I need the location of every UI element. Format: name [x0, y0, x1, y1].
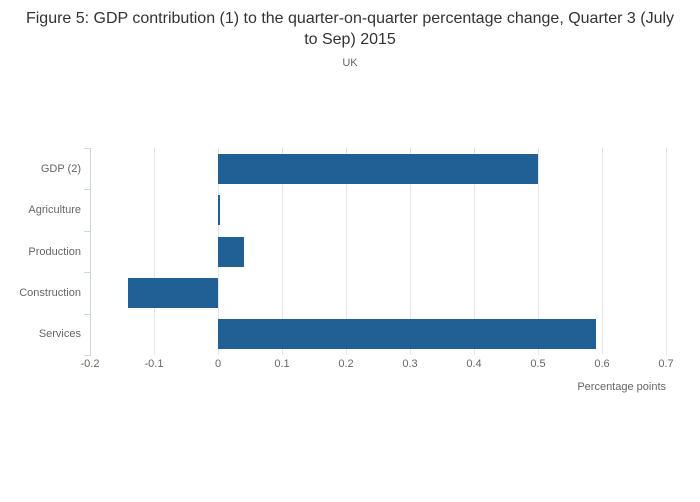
- x-tick-label-0.6: 0.6: [594, 358, 610, 370]
- x-tick-label-0.2: 0.2: [338, 358, 354, 370]
- x-tick-label--0.1: -0.1: [144, 358, 164, 370]
- gridline-0.7: [666, 148, 667, 355]
- gridline-0.6: [602, 148, 603, 355]
- x-tick-label--0.2: -0.2: [80, 358, 100, 370]
- chart-title: Figure 5: GDP contribution (1) to the qu…: [25, 10, 675, 48]
- category-axis-tick: [84, 355, 91, 356]
- bar-construction[interactable]: [128, 277, 218, 308]
- category-axis-tick: [84, 148, 91, 149]
- x-tick-label-0.5: 0.5: [530, 358, 546, 370]
- gridline-0.5: [538, 148, 539, 355]
- category-label-construction: Construction: [19, 286, 81, 299]
- x-tick-label-0.1: 0.1: [274, 358, 290, 370]
- gridline-0.4: [474, 148, 475, 355]
- x-tick-label-0.7: 0.7: [658, 358, 674, 370]
- category-axis-tick: [84, 231, 91, 232]
- bar-production[interactable]: [218, 236, 244, 267]
- category-axis-tick: [84, 189, 91, 190]
- gridline-0.1: [282, 148, 283, 355]
- gridline-0.3: [410, 148, 411, 355]
- category-label-services: Services: [38, 328, 81, 341]
- x-axis-title: Percentage points: [577, 381, 666, 393]
- gridline--0.1: [154, 148, 155, 355]
- x-tick-label-0.4: 0.4: [466, 358, 482, 370]
- x-tick-label-0: 0: [214, 358, 222, 370]
- category-label-production: Production: [28, 245, 81, 258]
- category-axis-tick: [84, 314, 91, 315]
- bar-gdp-2[interactable]: [218, 153, 538, 184]
- bar-services[interactable]: [218, 319, 596, 350]
- bar-agriculture[interactable]: [218, 195, 220, 226]
- chart-subtitle: UK: [342, 57, 358, 69]
- category-axis-tick: [84, 272, 91, 273]
- category-axis-line: [90, 148, 91, 356]
- category-label-agriculture: Agriculture: [28, 204, 81, 217]
- category-label-gdp-2: GDP (2): [40, 162, 81, 175]
- gridline-0.2: [346, 148, 347, 355]
- x-tick-label-0.3: 0.3: [402, 358, 418, 370]
